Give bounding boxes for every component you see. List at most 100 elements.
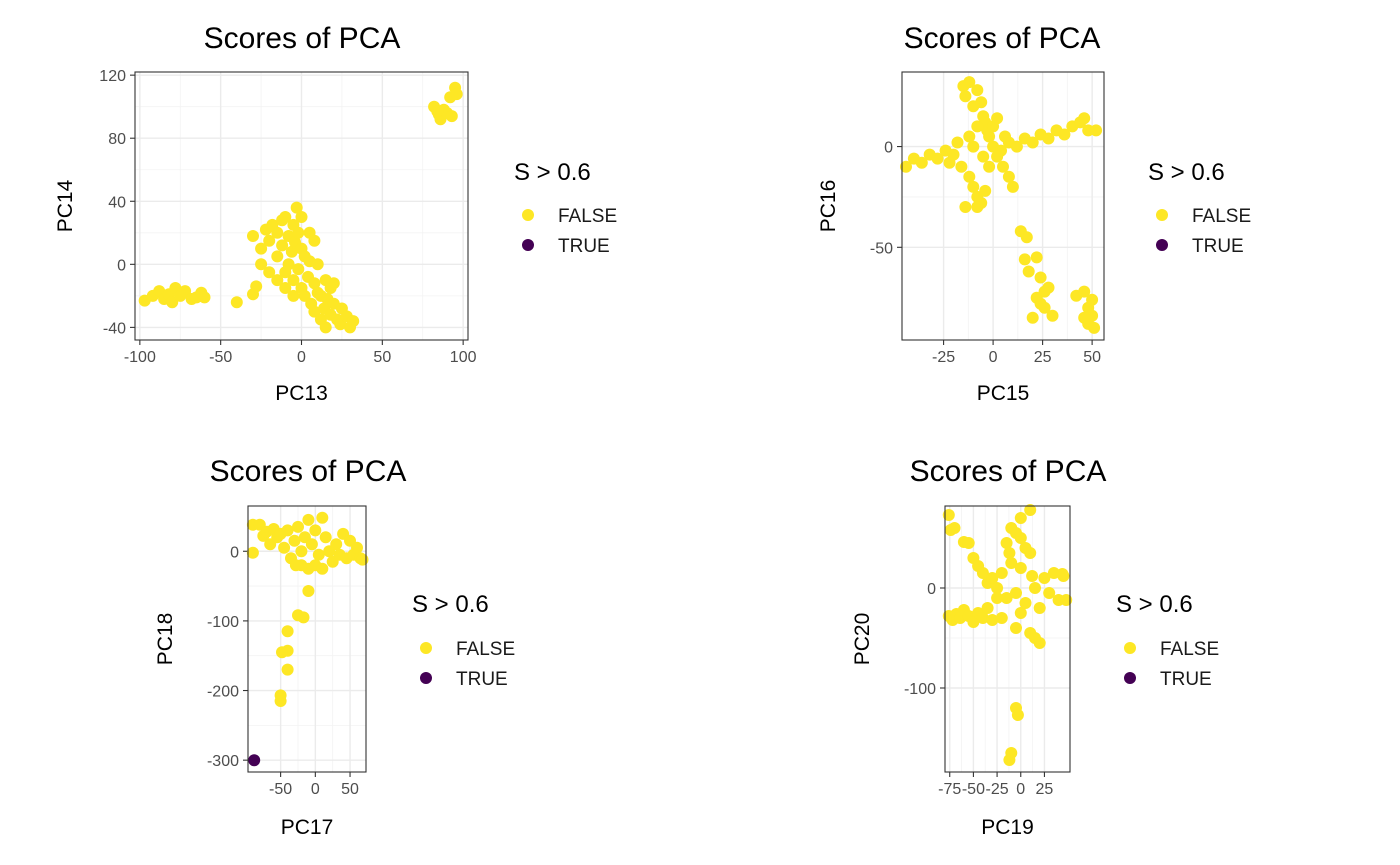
point-false <box>991 582 1004 594</box>
point-false <box>983 160 996 173</box>
point-false <box>942 509 955 521</box>
point-false <box>991 150 1004 163</box>
y-tick-label: 80 <box>108 131 126 148</box>
point-false <box>250 280 263 293</box>
point-false <box>276 646 288 659</box>
panel-border <box>134 71 469 341</box>
point-false <box>1014 512 1027 524</box>
point-false <box>1022 265 1035 278</box>
point-false <box>281 524 294 537</box>
point-false <box>1033 637 1046 649</box>
y-tick-label: -100 <box>207 614 239 631</box>
point-false <box>303 226 316 239</box>
legend-key-false <box>1156 209 1168 221</box>
legend-key-false <box>420 642 432 654</box>
point-false <box>287 289 300 302</box>
scatter-panel-pc15-pc16: -25 0 25 50 -50 0 Scores of PCA PC15 PC16 S > 0.6… <box>817 22 1251 405</box>
x-tick-label: 25 <box>1036 781 1054 798</box>
x-tick-label: 25 <box>1034 349 1052 366</box>
point-false <box>1020 231 1033 244</box>
chart-title: Scores of PCA <box>904 22 1101 55</box>
point-false <box>931 152 944 165</box>
x-tick-label: -75 <box>938 781 961 798</box>
legend-label-true: TRUE <box>456 669 508 690</box>
y-tick-label: -100 <box>904 681 936 698</box>
point-false <box>1003 547 1016 559</box>
point-false <box>999 130 1011 143</box>
point-false <box>271 250 284 263</box>
y-tick-label: 0 <box>884 140 893 157</box>
point-false <box>915 156 928 169</box>
legend: S > 0.6 FALSE TRUE <box>1116 591 1219 690</box>
panel-border <box>247 505 367 773</box>
legend-key-false <box>1124 642 1136 654</box>
x-tick-label: 100 <box>450 349 477 366</box>
point-false <box>351 541 363 554</box>
x-tick-label: -50 <box>209 349 232 366</box>
point-false <box>311 258 324 271</box>
point-false <box>977 150 990 163</box>
x-tick-label: -25 <box>932 349 955 366</box>
x-tick-label: -25 <box>986 781 1009 798</box>
point-false <box>967 616 980 628</box>
point-false <box>947 148 960 161</box>
point-false <box>1078 311 1091 324</box>
point-false <box>976 612 989 624</box>
y-tick-label: -300 <box>207 753 239 770</box>
y-tick-label: 40 <box>108 194 126 211</box>
point-false <box>281 663 294 676</box>
y-tick-label: 0 <box>927 581 936 598</box>
point-false <box>290 201 303 214</box>
x-axis-title: PC17 <box>281 816 334 839</box>
scatter-panel-pc17-pc18: -50 0 50 -300 -200 -100 0 Scores of PCA PC17 PC18… <box>154 455 515 839</box>
x-tick-label: 50 <box>373 349 391 366</box>
chart-title: Scores of PCA <box>204 22 401 55</box>
point-false <box>278 541 291 554</box>
point-false <box>1014 532 1027 544</box>
point-false <box>445 110 458 123</box>
x-tick-label: 50 <box>341 781 359 798</box>
point-false <box>295 545 308 558</box>
point-false <box>1088 321 1101 334</box>
point-false <box>330 538 343 551</box>
point-false <box>198 291 211 304</box>
x-axis-title: PC15 <box>977 382 1030 405</box>
point-false <box>976 567 989 579</box>
point-false <box>979 184 992 197</box>
point-false <box>986 614 999 626</box>
point-false <box>1058 128 1071 141</box>
point-false <box>971 201 984 213</box>
point-false <box>287 274 300 287</box>
legend-title: S > 0.6 <box>1116 591 1193 618</box>
point-false <box>263 266 276 279</box>
point-false <box>971 120 984 133</box>
point-false <box>285 245 298 258</box>
point-false <box>316 562 329 575</box>
point-false <box>319 531 332 544</box>
legend-key-true <box>420 672 432 684</box>
point-false <box>995 567 1008 579</box>
point-false <box>1026 311 1039 324</box>
point-false <box>292 263 305 276</box>
point-false <box>230 296 243 309</box>
x-tick-label: 0 <box>297 349 306 366</box>
x-tick-label: -50 <box>962 781 985 798</box>
point-false <box>963 76 976 89</box>
point-false <box>356 553 369 566</box>
point-false <box>995 612 1008 624</box>
legend-title: S > 0.6 <box>514 159 591 186</box>
y-tick-label: 120 <box>99 68 126 85</box>
point-false <box>1024 504 1037 516</box>
point-false <box>308 305 321 318</box>
point-false <box>295 211 308 223</box>
point-false <box>255 258 268 271</box>
legend: S > 0.6 FALSE TRUE <box>412 591 515 690</box>
scatter-panel-pc19-pc20: -75 -50 -25 0 25 -100 0 Scores of PCA PC19 PC20 S … <box>851 455 1219 839</box>
y-tick-label: -40 <box>103 320 126 337</box>
point-false <box>955 160 968 173</box>
point-false <box>997 160 1009 173</box>
point-false <box>948 522 961 534</box>
point-false <box>1005 557 1018 569</box>
legend-title: S > 0.6 <box>412 591 489 618</box>
legend-label-true: TRUE <box>1160 669 1212 690</box>
